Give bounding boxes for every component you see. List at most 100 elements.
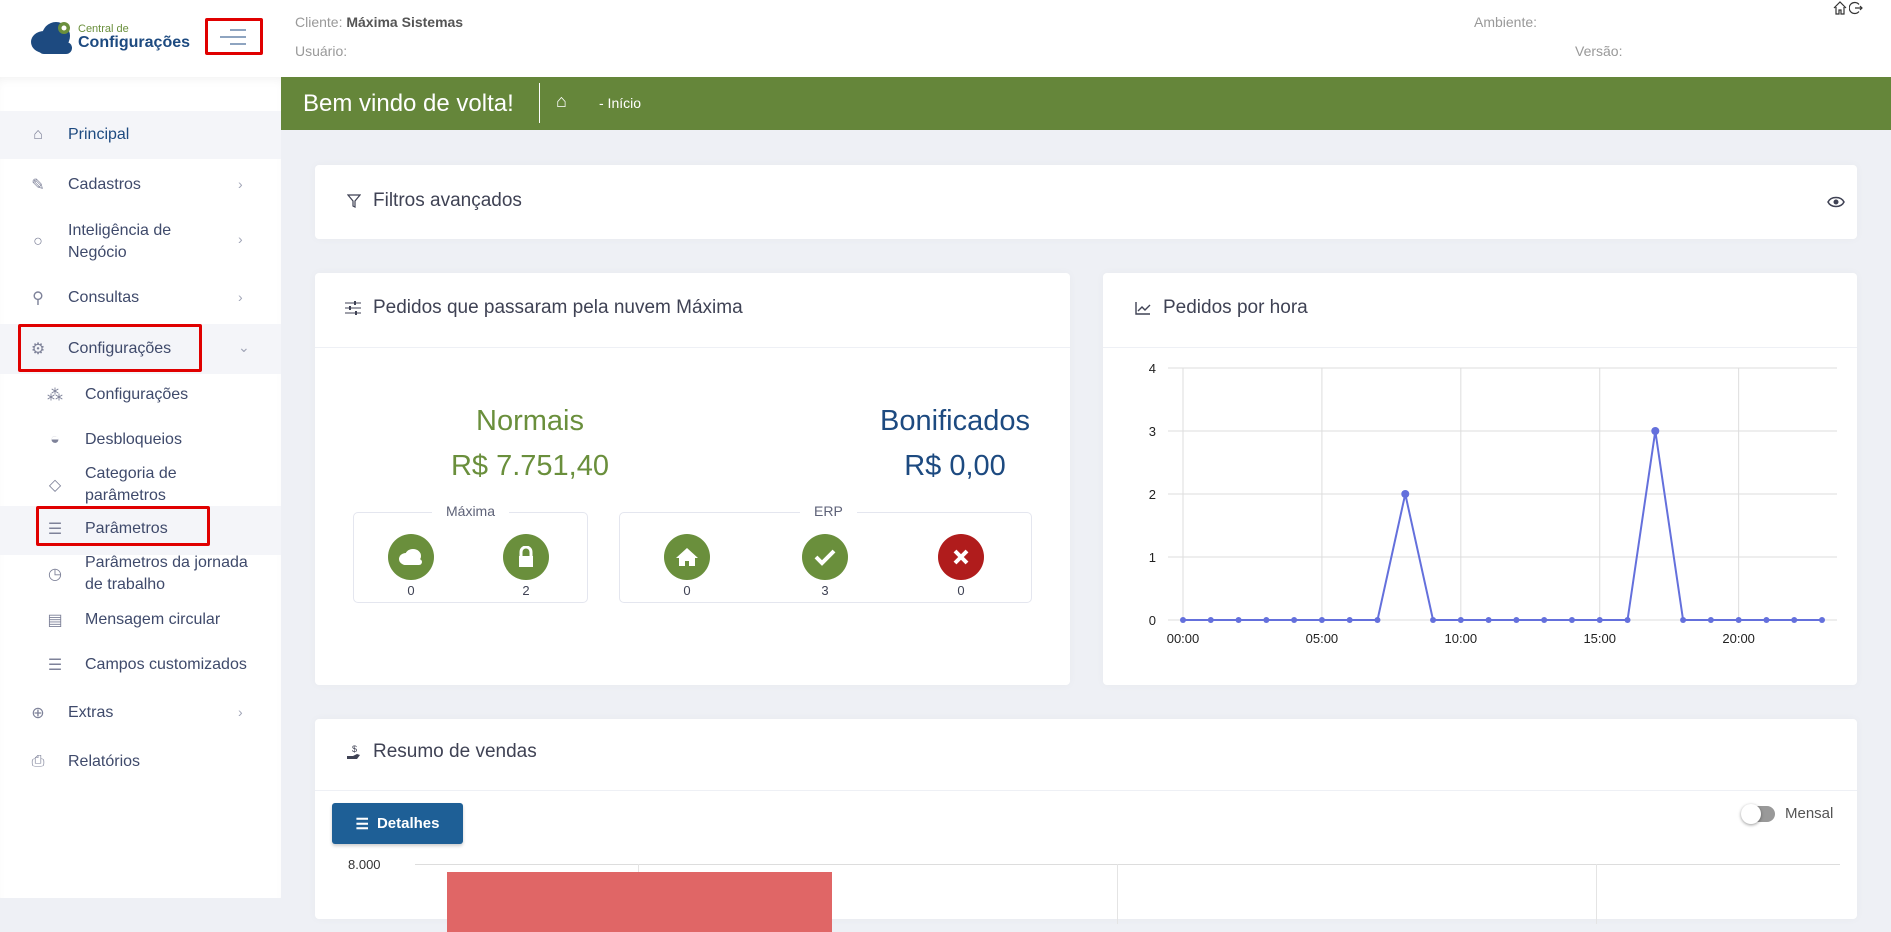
sidebar-item-inteligencia[interactable]: ○ Inteligência de Negócio	[28, 220, 228, 264]
sales-title-text: Resumo de vendas	[373, 741, 537, 762]
series-line	[1183, 430, 1822, 621]
data-point	[1207, 617, 1214, 623]
sidebar-item-label: Extras	[68, 704, 114, 721]
sidebar-subitem-categoria[interactable]: ◇ Categoria de parâmetros	[45, 463, 255, 507]
logout-icon[interactable]	[1849, 1, 1863, 15]
search-icon: ⚲	[32, 290, 44, 307]
cloud-gear-logo-icon	[31, 22, 72, 54]
data-point	[1819, 617, 1825, 623]
sidebar-item-principal[interactable]: ⌂ Principal	[28, 125, 129, 145]
nodes-icon: ⁂	[47, 387, 63, 404]
sidebar-subitem-label: Parâmetros da jornada de trabalho	[85, 554, 248, 593]
house-count: 0	[683, 583, 691, 598]
orders-card: Pedidos que passaram pela nuvem Máxima N…	[315, 273, 1070, 685]
sidebar-item-configuracoes[interactable]: ⚙ Configurações	[28, 339, 171, 359]
sales-summary-card: $ Resumo de vendas ☰ Detalhes Mensal 8.000	[315, 719, 1857, 932]
home-icon[interactable]	[1833, 1, 1847, 15]
cloud-count: 0	[407, 583, 415, 598]
sidebar-subitem-parametros[interactable]: ☰ Parâmetros	[45, 519, 168, 539]
sidebar-subitem-mensagem[interactable]: ▤ Mensagem circular	[45, 610, 220, 630]
check-status-icon	[802, 534, 848, 580]
sidebar-item-extras[interactable]: ⊕ Extras	[28, 703, 113, 723]
home-icon[interactable]: ⌂	[556, 91, 567, 111]
unlock-icon: ◒	[50, 431, 60, 448]
y-tick-label: 1	[1149, 550, 1156, 565]
data-point	[1318, 617, 1325, 623]
sidebar-item-label: Inteligência de Negócio	[68, 222, 172, 261]
message-icon: ▤	[47, 612, 63, 629]
erp-group: ERP 0 3 0	[619, 503, 1032, 603]
money-hand-icon: $	[347, 744, 360, 759]
menu-lines-icon: ☰	[355, 815, 369, 833]
menu-toggle-button[interactable]	[218, 26, 248, 48]
sidebar-subitem-label: Categoria de parâmetros	[85, 465, 177, 504]
sliders-icon	[345, 301, 361, 315]
erp-legend: ERP	[800, 503, 857, 519]
sidebar-subitem-jornada[interactable]: ◷ Parâmetros da jornada de trabalho	[45, 552, 275, 596]
sidebar-item-cadastros[interactable]: ✎ Cadastros	[28, 175, 141, 195]
data-point	[1374, 617, 1381, 623]
page-title: Bem vindo de volta!	[303, 90, 514, 117]
sidebar-item-consultas[interactable]: ⚲ Consultas	[28, 288, 139, 308]
house-status-icon	[664, 534, 710, 580]
x-tick-label: 20:00	[1722, 631, 1755, 646]
version-label: Versão:	[1575, 43, 1623, 59]
sidebar-subitem-label: Parâmetros	[85, 520, 168, 537]
sidebar-subitem-label: Desbloqueios	[85, 431, 182, 448]
eye-icon[interactable]	[1827, 195, 1845, 209]
hourly-line-chart: 0 1 2 3 4 00:00 05:00 10:00 15:00 20:00	[1149, 361, 1837, 646]
hamburger-icon	[220, 29, 246, 45]
sidebar-subitem-desbloqueios[interactable]: ◒ Desbloqueios	[45, 430, 182, 450]
sidebar-item-label: Cadastros	[68, 176, 141, 193]
clock-icon: ◷	[48, 566, 62, 583]
y-tick-label: 0	[1149, 613, 1156, 628]
data-point	[1707, 617, 1714, 623]
x-tick-label: 00:00	[1167, 631, 1200, 646]
y-tick-label: 3	[1149, 424, 1156, 439]
check-count: 3	[821, 583, 829, 598]
breadcrumb[interactable]: - Início	[599, 95, 642, 111]
edit-icon: ✎	[31, 177, 45, 194]
home-icon: ⌂	[33, 126, 43, 143]
gear-icon: ⚙	[30, 341, 46, 358]
orders-title: Pedidos que passaram pela nuvem Máxima	[345, 297, 743, 319]
advanced-filters-card[interactable]: Filtros avançados	[315, 165, 1857, 239]
details-button[interactable]: ☰ Detalhes	[332, 803, 463, 844]
plus-circle-icon: ⊕	[31, 705, 45, 722]
chevron-right-icon: ›	[238, 176, 243, 192]
data-point	[1485, 617, 1492, 623]
user-label: Usuário:	[295, 43, 348, 59]
data-point	[1235, 617, 1242, 623]
grid-line	[415, 864, 1840, 865]
logo-line2: Configurações	[78, 33, 191, 51]
bonus-label-wrap: Bonificados	[835, 405, 1075, 438]
top-header: Central de Configurações Cliente: Máxima…	[0, 0, 1891, 77]
line-chart-icon	[1135, 302, 1151, 315]
data-point	[1763, 617, 1770, 623]
monthly-toggle[interactable]	[1741, 804, 1775, 824]
sidebar: ⌂ Principal ✎ Cadastros › ○ Inteligência de…	[0, 77, 281, 898]
svg-text:$: $	[352, 744, 357, 754]
sidebar-subitem-configuracoes[interactable]: ⁂ Configurações	[45, 385, 188, 405]
filter-icon	[347, 194, 361, 208]
x-tick-label: 05:00	[1306, 631, 1339, 646]
data-point	[1513, 617, 1520, 623]
logo[interactable]: Central de Configurações	[30, 20, 190, 54]
details-button-label: Detalhes	[376, 815, 440, 832]
list-icon: ☰	[47, 521, 63, 538]
data-point	[1735, 617, 1742, 623]
normal-value: R$ 7.751,40	[450, 450, 609, 482]
client-label: Cliente:	[295, 14, 343, 30]
logo-line1: Central de	[78, 22, 129, 35]
client-value: Máxima Sistemas	[346, 14, 464, 30]
monthly-toggle-label: Mensal	[1785, 805, 1834, 822]
chevron-right-icon: ›	[238, 231, 243, 247]
data-point	[1624, 617, 1631, 623]
fields-icon: ☰	[47, 657, 63, 674]
normal-label: Normais	[476, 405, 584, 437]
sidebar-subitem-label: Mensagem circular	[85, 611, 221, 628]
sidebar-item-relatorios[interactable]: ⎙ Relatórios	[28, 752, 140, 772]
sidebar-subitem-campos[interactable]: ☰ Campos customizados	[45, 655, 247, 675]
data-point	[1541, 617, 1548, 623]
data-point	[1457, 617, 1464, 623]
